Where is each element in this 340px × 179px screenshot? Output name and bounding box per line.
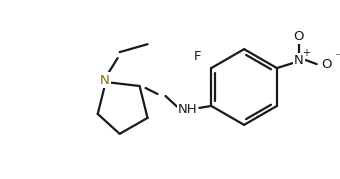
Text: N: N [294, 54, 304, 67]
Text: F: F [193, 50, 201, 63]
Text: O: O [321, 58, 332, 71]
Text: NH: NH [177, 103, 197, 116]
Text: ⁻: ⁻ [335, 52, 340, 62]
Text: O: O [293, 30, 304, 43]
Text: +: + [302, 48, 310, 58]
Text: N: N [100, 74, 109, 86]
